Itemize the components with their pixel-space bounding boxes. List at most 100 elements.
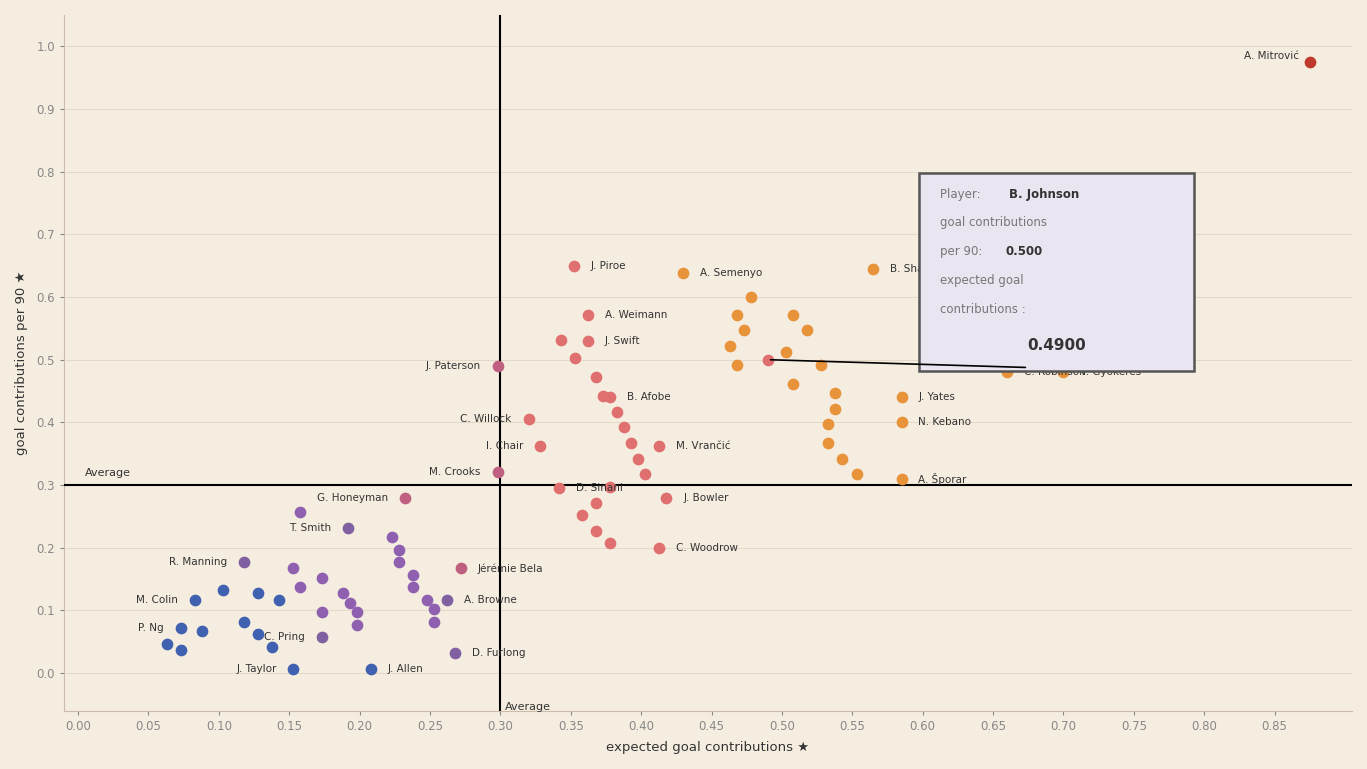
Text: J. Swift: J. Swift (604, 336, 640, 346)
Point (234, 556, 256, 568)
Point (388, 544, 410, 556)
Text: C. Robinson: C. Robinson (1024, 368, 1085, 378)
Point (817, 437, 839, 449)
Point (518, 413, 540, 425)
Point (339, 597, 361, 609)
Point (585, 497, 607, 509)
Point (290, 581, 312, 594)
Point (261, 641, 283, 653)
Point (979, 340, 1001, 352)
Point (310, 631, 332, 644)
Text: T. Smith: T. Smith (290, 523, 331, 533)
Text: L. Grabban: L. Grabban (1024, 306, 1081, 316)
X-axis label: expected goal contributions ★: expected goal contributions ★ (607, 741, 809, 754)
Point (234, 615, 256, 628)
Point (310, 606, 332, 618)
Point (170, 622, 191, 634)
Text: C. Woodrow: C. Woodrow (677, 543, 738, 553)
Text: A. Šporar: A. Šporar (919, 473, 966, 484)
Text: B. Afobe: B. Afobe (627, 392, 671, 402)
Point (360, 663, 381, 675)
Point (577, 335, 599, 347)
Point (891, 473, 913, 485)
Point (614, 421, 636, 434)
Point (548, 482, 570, 494)
Text: Player:: Player: (940, 188, 984, 201)
Point (627, 452, 649, 464)
Text: B. Sharp: B. Sharp (890, 264, 935, 274)
Text: goal contributions: goal contributions (940, 217, 1047, 229)
Point (436, 594, 458, 606)
Point (831, 452, 853, 464)
Point (824, 387, 846, 399)
Point (571, 509, 593, 521)
Point (757, 354, 779, 366)
Point (775, 346, 797, 358)
Point (585, 524, 607, 537)
Text: R. Manning: R. Manning (170, 557, 227, 567)
Point (450, 562, 472, 574)
Point (997, 305, 1018, 317)
Point (444, 647, 466, 659)
Point (310, 571, 332, 584)
Text: A. Semenyo: A. Semenyo (700, 268, 763, 278)
Point (338, 521, 360, 534)
Point (782, 308, 804, 321)
Text: N. Kebano: N. Kebano (919, 418, 972, 428)
Point (621, 437, 642, 449)
Point (997, 366, 1018, 378)
Point (1053, 366, 1074, 378)
Point (846, 468, 868, 481)
Text: D. Furlong: D. Furlong (472, 648, 526, 658)
Point (170, 644, 191, 656)
Text: J. Bowler: J. Bowler (684, 493, 729, 503)
Point (863, 263, 884, 275)
Point (247, 628, 269, 641)
Point (634, 468, 656, 481)
Point (599, 481, 621, 493)
Text: B. Brereton Díaz: B. Brereton Díaz (1024, 276, 1109, 286)
FancyBboxPatch shape (919, 173, 1193, 371)
Text: J. Paterson: J. Paterson (425, 361, 481, 371)
Point (1299, 56, 1321, 68)
Text: B. Johnson: B. Johnson (1009, 188, 1080, 201)
Text: K. Grant: K. Grant (1007, 341, 1050, 351)
Point (416, 594, 437, 606)
Text: C. Willock: C. Willock (461, 414, 511, 424)
Text: M. Vrančić: M. Vrančić (677, 441, 731, 451)
Point (402, 568, 424, 581)
Point (268, 594, 290, 606)
Point (782, 378, 804, 390)
Point (346, 618, 368, 631)
Text: J. Yates: J. Yates (919, 392, 956, 402)
Text: per 90:: per 90: (940, 245, 987, 258)
Text: A. Browne: A. Browne (463, 594, 517, 604)
Point (648, 541, 670, 554)
Point (1088, 247, 1110, 259)
Point (283, 663, 305, 675)
Y-axis label: goal contributions per 90 ★: goal contributions per 90 ★ (15, 271, 27, 455)
Point (529, 440, 551, 452)
Point (673, 267, 694, 279)
Point (185, 594, 206, 606)
Point (824, 402, 846, 414)
Point (212, 584, 234, 597)
Point (346, 606, 368, 618)
Point (402, 581, 424, 594)
Text: G. Honeyman: G. Honeyman (317, 493, 388, 503)
Text: Average: Average (85, 468, 131, 478)
Point (648, 440, 670, 452)
Point (891, 416, 913, 428)
Point (726, 308, 748, 321)
Point (550, 334, 571, 346)
Point (394, 491, 416, 504)
Point (599, 391, 621, 404)
Text: J. Piroe: J. Piroe (591, 261, 626, 271)
Point (797, 324, 819, 336)
Point (191, 625, 213, 638)
Text: A. Mitrović: A. Mitrović (1244, 51, 1299, 61)
Point (156, 638, 178, 650)
Text: expected goal: expected goal (940, 274, 1024, 287)
Text: Average: Average (504, 703, 551, 713)
Point (565, 352, 586, 365)
